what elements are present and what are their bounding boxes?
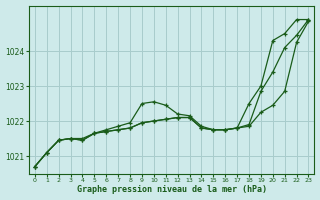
X-axis label: Graphe pression niveau de la mer (hPa): Graphe pression niveau de la mer (hPa) [77, 185, 267, 194]
